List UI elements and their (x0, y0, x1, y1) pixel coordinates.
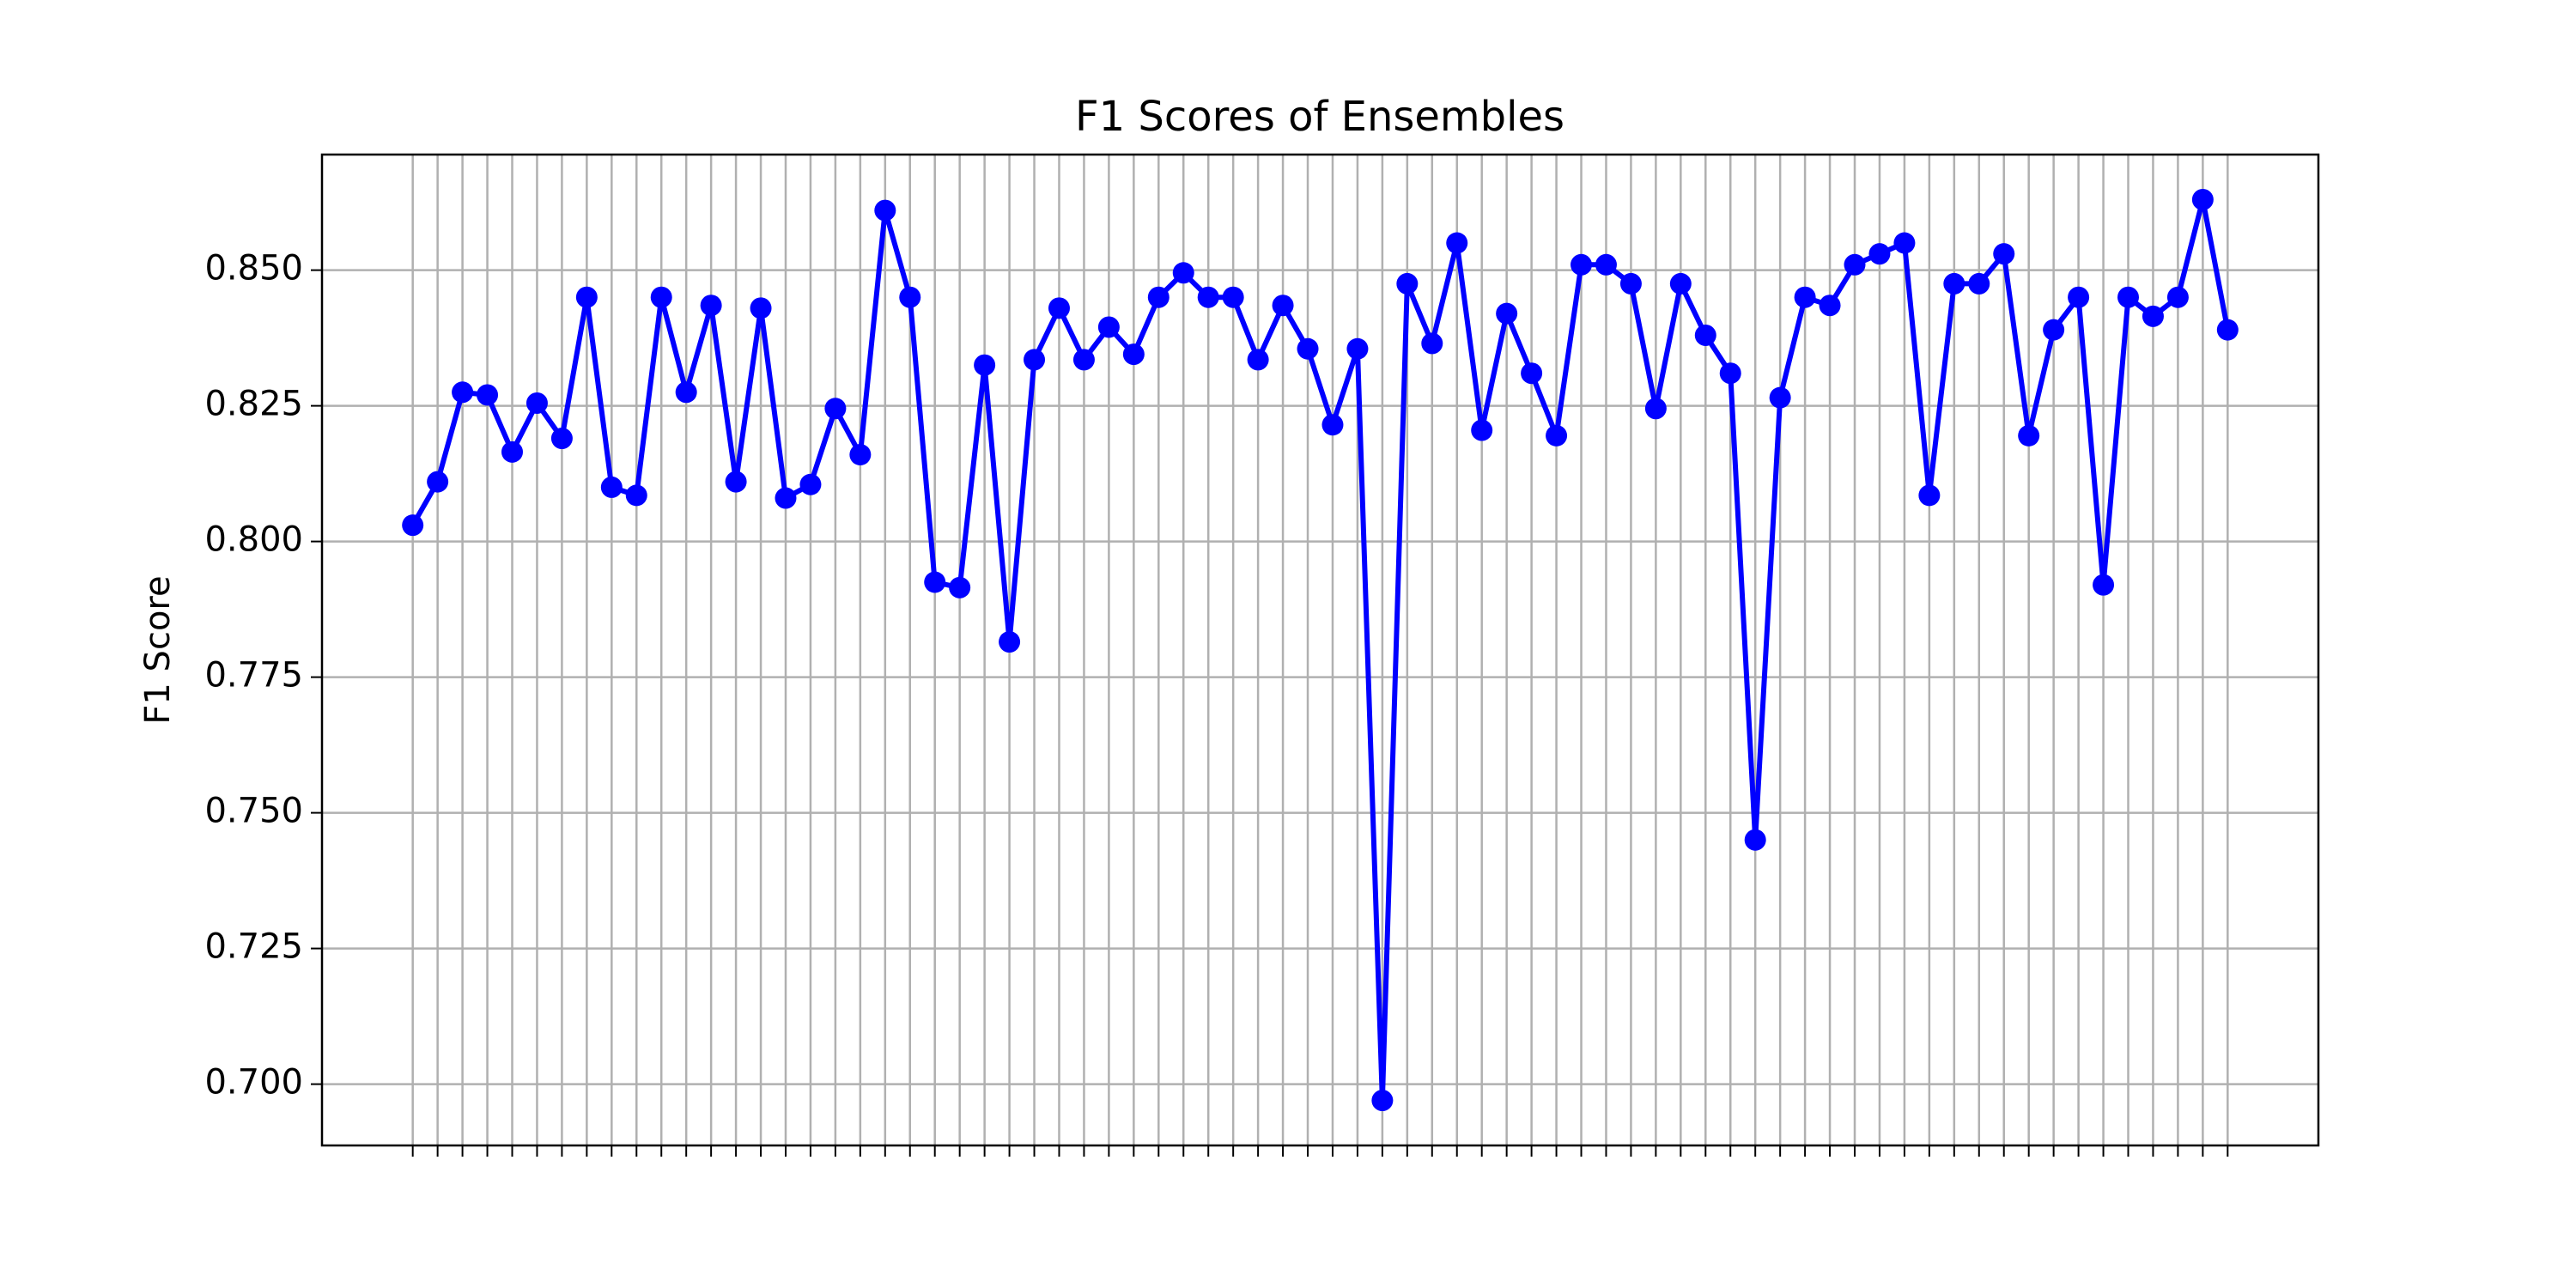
point (2068, 286, 2090, 308)
point (2142, 305, 2164, 327)
point (1496, 302, 1518, 325)
point (1694, 324, 1716, 346)
point (1521, 362, 1543, 385)
point (625, 484, 647, 507)
y-tick-label: 0.800 (204, 520, 303, 560)
point (1097, 316, 1120, 338)
point (1794, 286, 1816, 308)
point (1893, 232, 1916, 254)
point (1396, 272, 1419, 295)
point (1247, 349, 1269, 371)
point (924, 571, 946, 593)
point (1321, 414, 1344, 436)
point (1719, 362, 1741, 385)
point (874, 199, 896, 222)
point (725, 471, 747, 493)
point (1669, 272, 1692, 295)
point (1993, 243, 2015, 265)
point (1346, 337, 1369, 360)
point (1371, 1090, 1394, 1112)
point (1272, 295, 1294, 317)
point (1844, 253, 1866, 276)
point (575, 286, 598, 308)
point (824, 398, 847, 420)
point (849, 443, 872, 465)
y-tick-label: 0.850 (204, 249, 303, 289)
point (477, 384, 499, 406)
point (974, 354, 996, 376)
point (1297, 337, 1319, 360)
y-tick-label: 0.825 (204, 385, 303, 424)
point (2216, 319, 2239, 341)
point (1172, 262, 1194, 284)
chart-title: F1 Scores of Ensembles (1075, 93, 1564, 141)
point (949, 576, 971, 598)
plot-frame (320, 153, 2320, 1147)
point (600, 476, 623, 498)
point (1546, 424, 1568, 447)
point (775, 487, 797, 509)
point (1868, 243, 1891, 265)
point (1072, 349, 1095, 371)
y-tick-label: 0.700 (204, 1063, 303, 1103)
point (2117, 286, 2140, 308)
point (2191, 188, 2214, 210)
point (501, 440, 523, 463)
point (1471, 419, 1493, 441)
point (2093, 574, 2115, 596)
point (526, 392, 548, 414)
point (1571, 253, 1593, 276)
point (2018, 424, 2040, 447)
point (1147, 286, 1170, 308)
point (2043, 319, 2065, 341)
point (1619, 272, 1642, 295)
y-axis-label: F1 Score (138, 575, 178, 724)
point (1222, 286, 1244, 308)
y-tick-label: 0.775 (204, 656, 303, 696)
point (402, 514, 424, 537)
point (427, 471, 449, 493)
point (1769, 386, 1791, 409)
point (550, 428, 573, 450)
point (700, 295, 722, 317)
point (1943, 272, 1965, 295)
point (999, 631, 1021, 653)
point (1446, 232, 1468, 254)
y-tick-label: 0.725 (204, 927, 303, 967)
point (1122, 343, 1145, 366)
point (799, 473, 822, 495)
point (1644, 398, 1667, 420)
point (452, 381, 474, 404)
point (1197, 286, 1219, 308)
point (1595, 253, 1617, 276)
point (675, 381, 697, 404)
point (1918, 484, 1941, 507)
y-tick-label: 0.750 (204, 792, 303, 831)
point (1744, 829, 1766, 851)
point (750, 297, 772, 319)
point (650, 286, 672, 308)
point (1968, 272, 1990, 295)
point (1048, 297, 1070, 319)
point (1024, 349, 1046, 371)
point (1421, 332, 1443, 355)
point (1819, 295, 1841, 317)
point (2166, 286, 2189, 308)
series-line (410, 197, 2231, 1103)
point (899, 286, 921, 308)
